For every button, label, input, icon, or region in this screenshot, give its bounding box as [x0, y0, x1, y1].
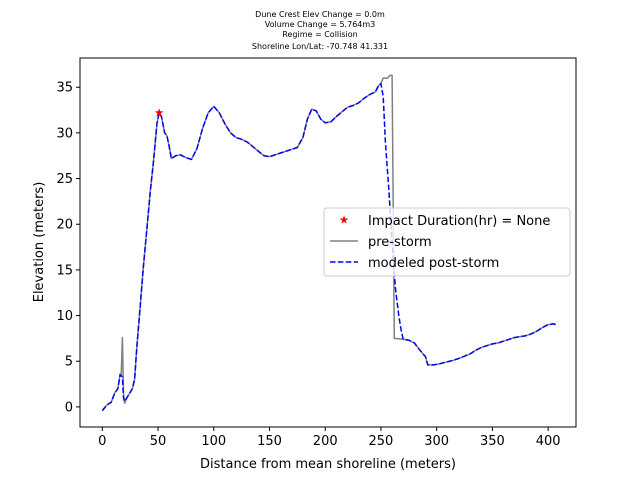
y-tick-label: 25 [56, 172, 73, 187]
legend-star-marker [339, 215, 349, 224]
impact-star-marker [154, 108, 164, 117]
title-line-4: Shoreline Lon/Lat: -70.748 41.331 [252, 42, 388, 51]
title-line-2: Volume Change = 5.764m3 [265, 20, 376, 29]
plot-area-frame [79, 57, 577, 428]
title-line-3: Regime = Collision [282, 30, 357, 39]
x-tick-label: 100 [201, 434, 226, 449]
y-tick-label: 35 [56, 81, 73, 96]
legend-label-post-storm: modeled post-storm [368, 256, 499, 271]
y-tick-label: 20 [56, 218, 73, 233]
y-tick-label: 0 [65, 400, 73, 415]
legend-label-impact: Impact Duration(hr) = None [368, 214, 550, 229]
legend-label-pre-storm: pre-storm [368, 235, 432, 250]
x-tick-label: 400 [536, 434, 561, 449]
legend-entry-post-storm: modeled post-storm [330, 256, 499, 271]
x-tick-label: 150 [257, 434, 282, 449]
title-line-1: Dune Crest Elev Change = 0.0m [255, 10, 385, 19]
x-tick-label: 250 [369, 434, 394, 449]
x-tick-label: 50 [150, 434, 167, 449]
legend-box [323, 207, 571, 277]
y-axis-ticks: 0 5 10 15 20 25 30 35 [56, 81, 80, 415]
y-tick-label: 5 [65, 355, 73, 370]
y-tick-label: 30 [56, 126, 73, 141]
x-tick-label: 300 [424, 434, 449, 449]
y-tick-label: 15 [56, 263, 73, 278]
series-lines [101, 74, 557, 412]
legend-entry-impact: Impact Duration(hr) = None [339, 214, 550, 229]
x-axis-ticks: 0 50 100 150 200 250 300 350 400 [98, 427, 561, 449]
chart-title: Dune Crest Elev Change = 0.0m Volume Cha… [252, 10, 388, 51]
x-tick-label: 350 [480, 434, 505, 449]
series-line-modeled-post-storm [101, 82, 557, 412]
legend-entry-pre-storm: pre-storm [330, 235, 432, 250]
x-axis-label: Distance from mean shoreline (meters) [200, 457, 456, 472]
legend: Impact Duration(hr) = None pre-storm mod… [323, 207, 571, 277]
y-tick-label: 10 [56, 309, 73, 324]
y-axis-label: Elevation (meters) [32, 182, 47, 303]
impact-marker-layer [154, 108, 164, 117]
x-tick-label: 200 [313, 434, 338, 449]
x-tick-label: 0 [98, 434, 106, 449]
